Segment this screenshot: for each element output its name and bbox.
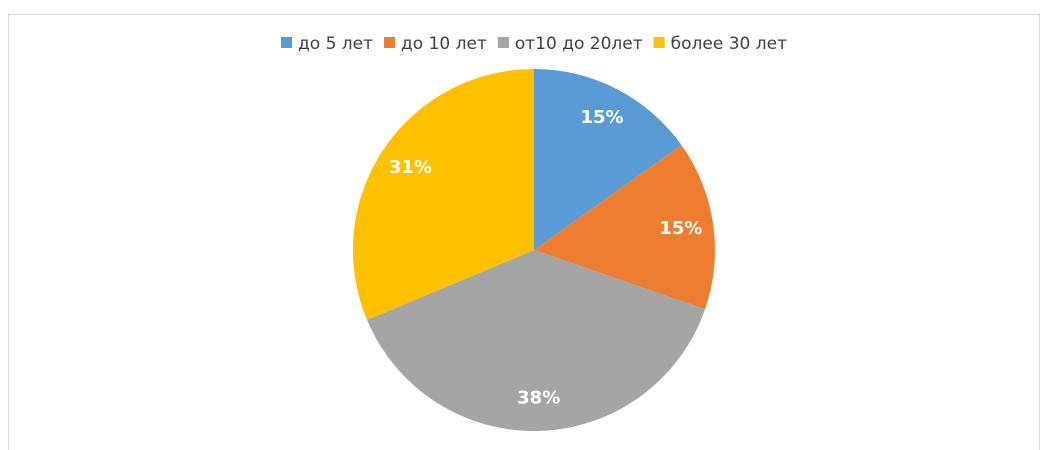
pie-slice [534,145,715,310]
legend-text: более 30 лет [671,34,787,54]
legend-text: до 10 лет [401,34,487,54]
data-label: 38% [517,387,560,408]
pie-slice [367,250,706,432]
data-label: 15% [580,107,623,128]
legend-swatch [384,37,396,48]
legend-swatch [653,37,665,48]
legend-text: от10 до 20лет [515,34,643,54]
data-label: 15% [659,218,702,239]
data-label: 31% [389,157,432,178]
legend-swatch [497,37,509,48]
legend-swatch [281,37,293,48]
legend: до 5 лет до 10 лет от10 до 20лет более 30 л… [281,34,787,54]
legend-text: до 5 лет [298,34,373,54]
pie-slice [534,69,682,250]
pie-slice [352,69,534,320]
